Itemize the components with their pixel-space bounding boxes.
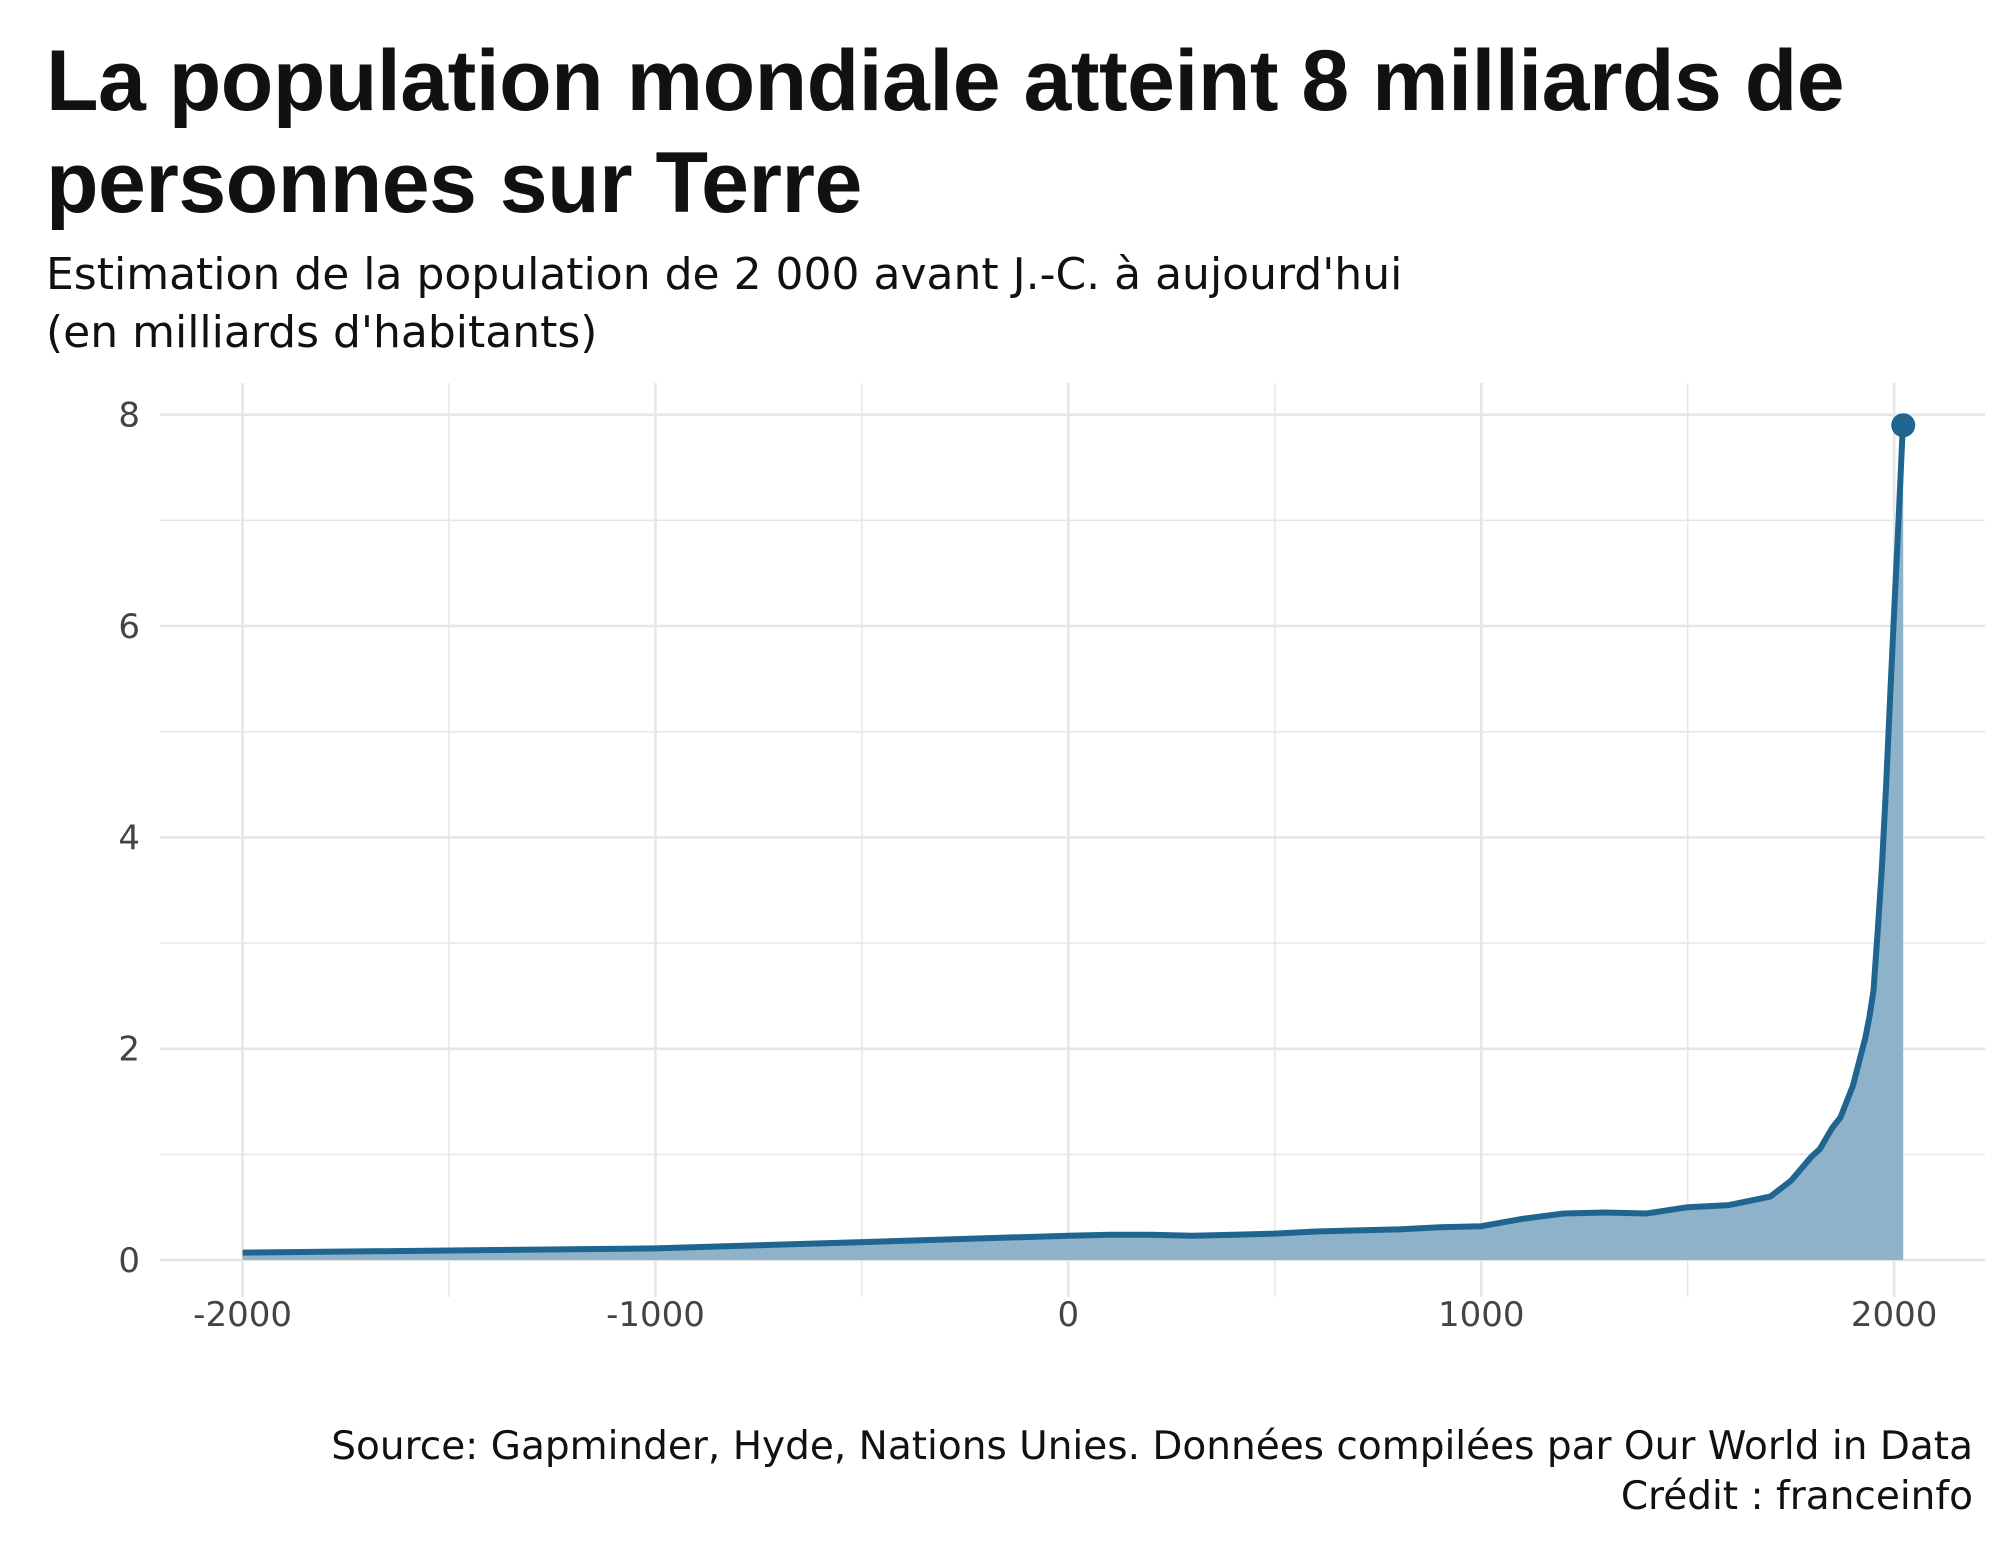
latest-value-marker — [1891, 413, 1916, 438]
y-tick-label: 2 — [118, 1030, 140, 1070]
chart-subtitle: Estimation de la population de 2 000 ava… — [46, 246, 1402, 362]
credit-text: Crédit : franceinfo — [1620, 1474, 1973, 1519]
source-text: Source: Gapminder, Hyde, Nations Unies. … — [331, 1424, 1973, 1469]
chart-title: La population mondiale atteint 8 milliar… — [46, 33, 1845, 231]
x-tick-label: 1000 — [1438, 1295, 1525, 1335]
y-tick-label: 4 — [118, 818, 140, 858]
minor-gridlines — [160, 383, 1985, 1297]
subtitle-line-1: Estimation de la population de 2 000 ava… — [46, 249, 1403, 300]
x-tick-label: 0 — [1058, 1295, 1080, 1335]
x-tick-label: 2000 — [1851, 1295, 1938, 1335]
population-area-chart: 0 2 4 6 8 -2000 -1000 0 1000 2000 — [118, 383, 1985, 1335]
y-tick-label: 8 — [118, 396, 140, 436]
y-tick-label: 6 — [118, 607, 140, 647]
subtitle-line-2: (en milliards d'habitants) — [46, 307, 598, 358]
chart-source: Source: Gapminder, Hyde, Nations Unies. … — [331, 1422, 1973, 1522]
x-tick-label: -2000 — [193, 1295, 292, 1335]
population-line — [242, 425, 1907, 1256]
x-axis-ticks: -2000 -1000 0 1000 2000 — [193, 1295, 1937, 1335]
y-tick-label: 0 — [118, 1241, 140, 1281]
y-axis-ticks: 0 2 4 6 8 — [118, 396, 140, 1281]
population-area — [242, 425, 1904, 1260]
x-tick-label: -1000 — [606, 1295, 705, 1335]
